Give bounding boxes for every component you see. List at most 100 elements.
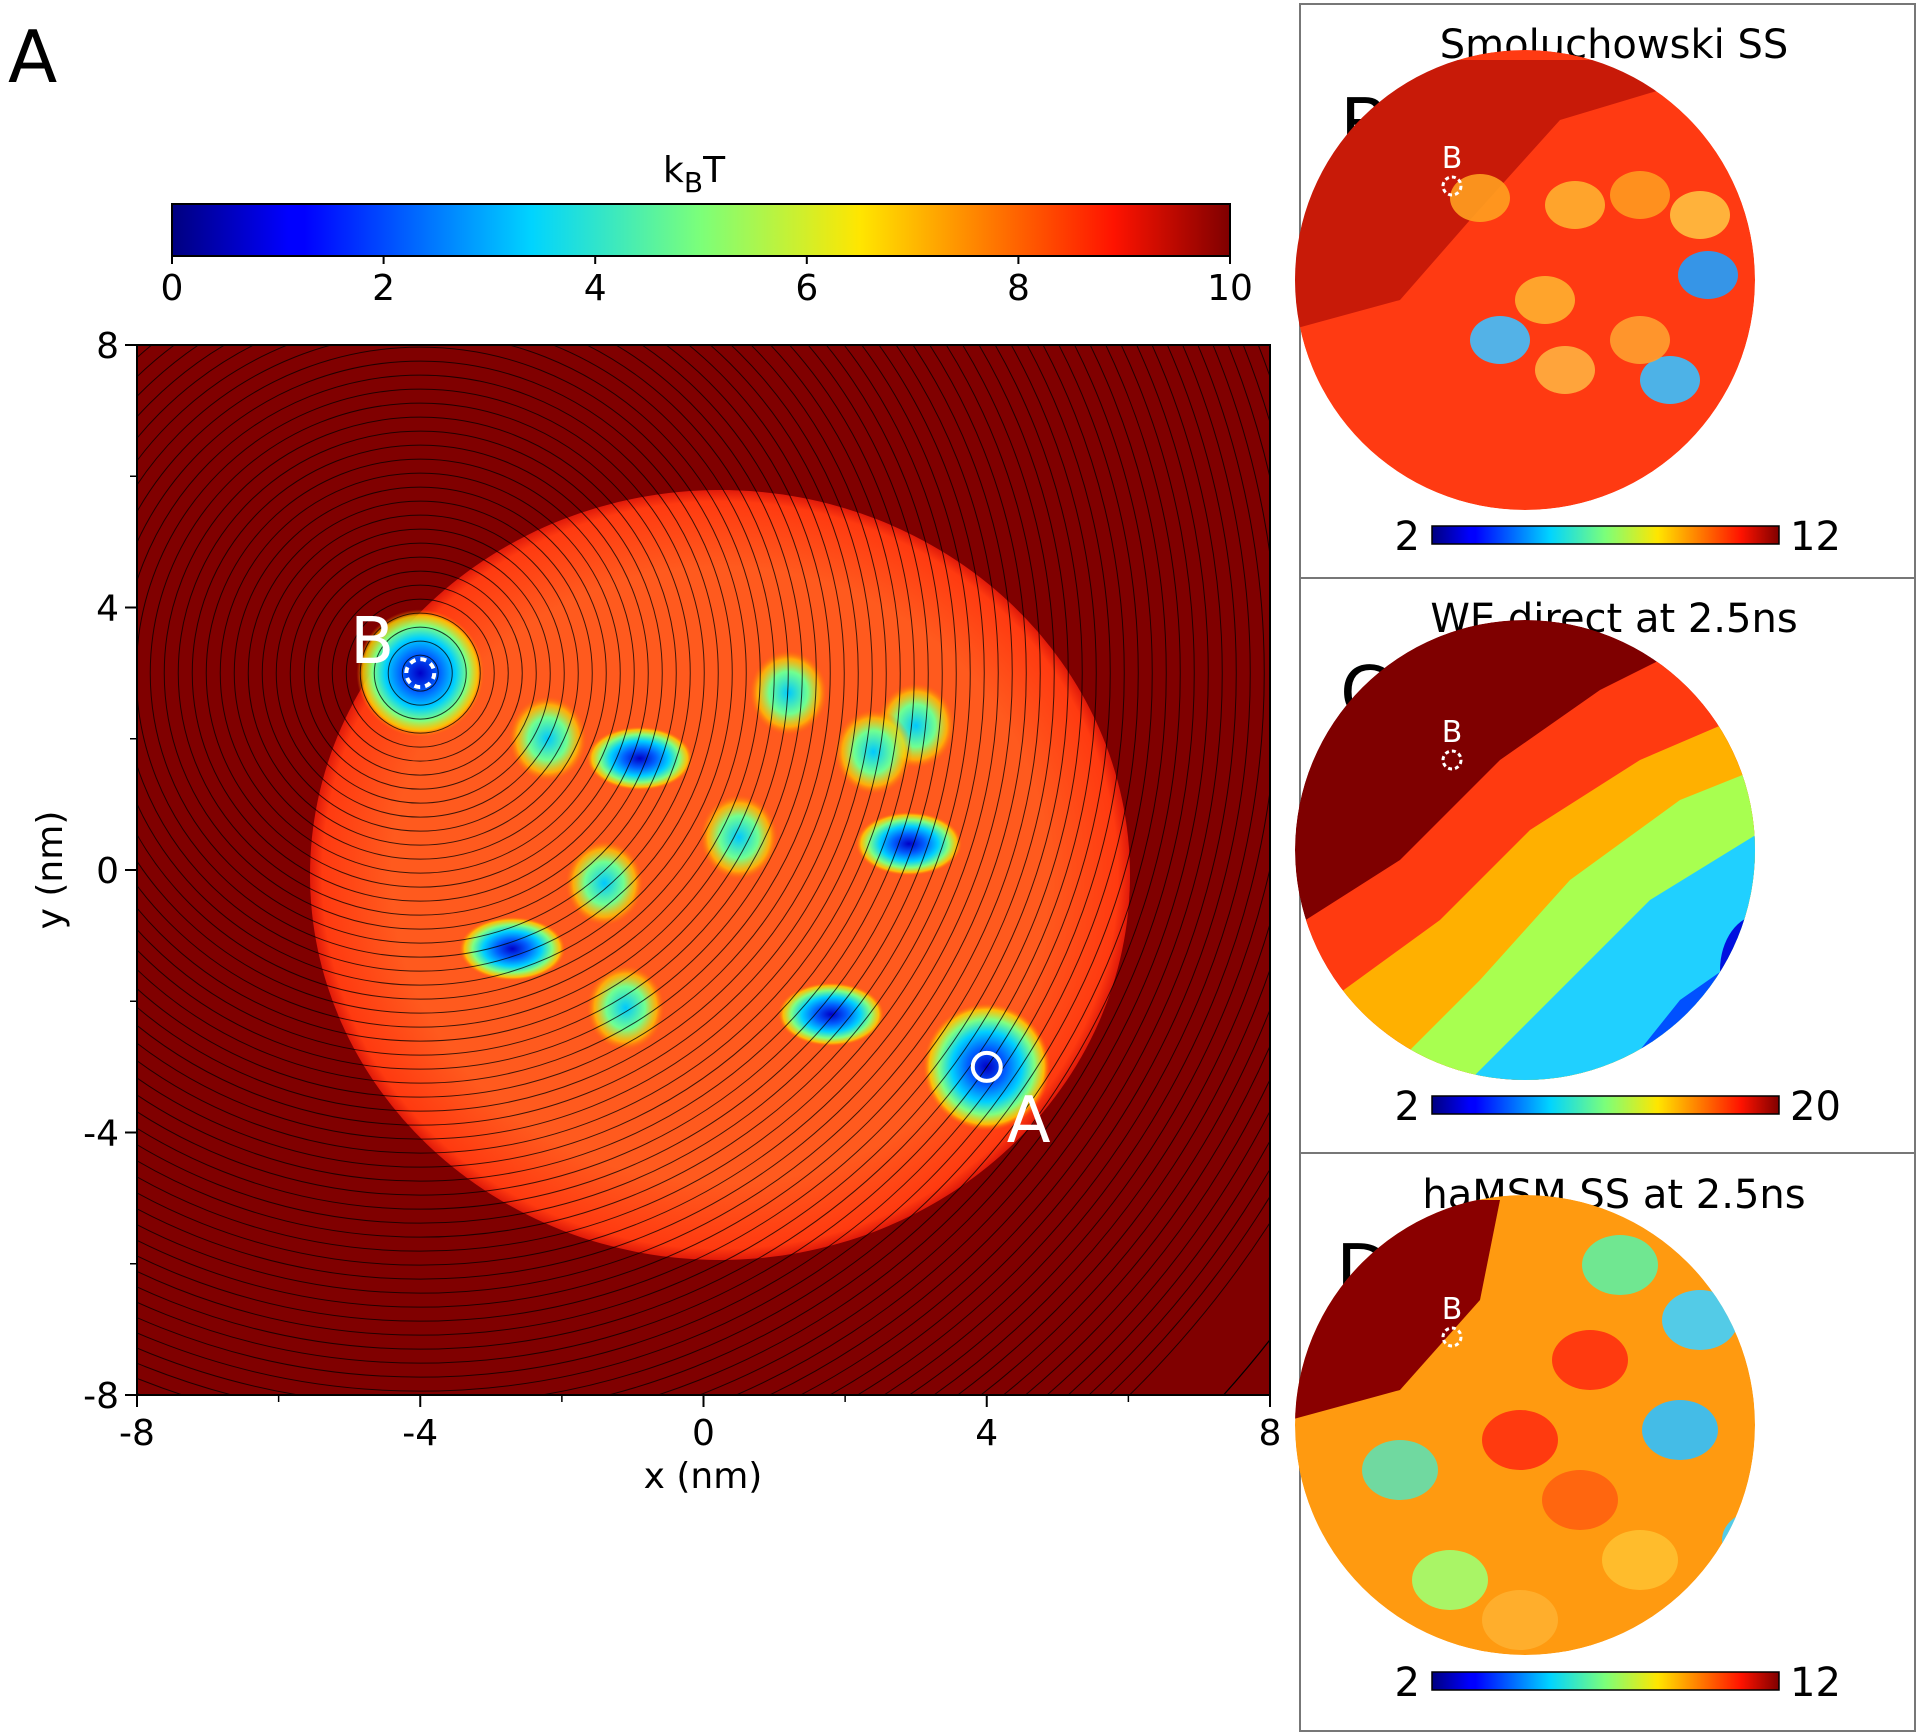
contour-line <box>137 345 817 1070</box>
panel-b-blob <box>1515 276 1575 324</box>
contour-line <box>137 345 985 1238</box>
contour-line <box>401 654 439 692</box>
contour-line <box>303 556 537 790</box>
panel-d-blob <box>1602 1530 1678 1590</box>
potential-well <box>508 696 587 782</box>
panel_b-state-B-label: B <box>1442 141 1463 176</box>
contour-line <box>137 345 1181 1395</box>
panel-d-blob <box>1362 1440 1438 1500</box>
contour-line <box>137 345 1167 1395</box>
contour-line <box>137 345 887 1140</box>
colorbar-ticks: 0 2 4 6 8 10 <box>161 256 1253 309</box>
y-axis-title: y (nm) <box>30 811 71 930</box>
panel-d-cb-min: 2 <box>1395 1660 1420 1706</box>
contour-line <box>247 500 593 846</box>
y-tick-label: 4 <box>96 589 119 630</box>
panel-d-blob <box>1582 1235 1658 1295</box>
x-axis-title: x (nm) <box>644 1456 763 1497</box>
contour-line <box>219 472 621 874</box>
panel-d-cb-max: 12 <box>1790 1660 1841 1706</box>
panel-b-cb-min: 2 <box>1395 514 1420 560</box>
potential-well <box>586 965 665 1051</box>
contour-line <box>137 345 1195 1395</box>
panel-d-blob <box>1542 1470 1618 1530</box>
panel-c-markers: BA <box>1441 715 1773 985</box>
panel_c-state-A-marker <box>1751 963 1773 985</box>
panel_c-state-B-label: B <box>1442 715 1463 750</box>
contour-line <box>137 345 929 1182</box>
panel-b: Smoluchowski SS B BA 2 12 <box>1295 3 1916 579</box>
contour-line <box>137 360 733 986</box>
panel-b-map <box>1295 50 1755 510</box>
panel_d-state-B-marker <box>1441 1326 1463 1348</box>
contour-line <box>137 345 901 1154</box>
contour-line <box>137 345 845 1098</box>
contour-line <box>387 640 453 706</box>
potential-well <box>459 916 566 981</box>
panel-d-blob <box>1552 1330 1628 1390</box>
panel-a-letter: A <box>8 15 57 99</box>
panel-b-blob <box>1450 174 1510 222</box>
colorbar-tick-label: 8 <box>1007 268 1030 309</box>
panel-b-blob <box>1610 171 1670 219</box>
contour-line <box>289 542 551 804</box>
y-tick-label: 8 <box>96 326 119 367</box>
contour-line <box>137 345 957 1210</box>
panel-c-cb-min: 2 <box>1395 1084 1420 1130</box>
x-tick-label: 8 <box>1259 1413 1282 1454</box>
state-A-marker <box>970 1050 1003 1083</box>
contour-line <box>137 345 1139 1392</box>
contour-line <box>137 345 971 1224</box>
contour-line <box>137 345 1055 1308</box>
contour-line <box>137 345 1083 1336</box>
panel-d-colorbar <box>1431 1671 1780 1691</box>
panel_c-state-B-marker <box>1441 749 1463 771</box>
contour-line <box>137 345 915 1168</box>
contour-line <box>345 598 495 748</box>
contour-line <box>317 570 523 776</box>
contour-line <box>137 345 873 1126</box>
contour-line <box>137 374 719 972</box>
panel-c-map <box>1295 620 1755 1080</box>
panel-b-blob <box>1545 181 1605 229</box>
panel_b-state-A-label: A <box>1752 355 1773 390</box>
panel-b-cb-max: 12 <box>1790 514 1841 560</box>
contour-line <box>137 345 999 1252</box>
contour-line <box>331 584 509 762</box>
contour-line <box>137 345 1097 1350</box>
colorbar-label: kBT <box>663 150 726 199</box>
panel-b-blob <box>1610 316 1670 364</box>
contour-line <box>205 458 635 888</box>
panel-a-colorbar: kBT 0 2 4 6 8 10 <box>161 150 1253 309</box>
contour-line <box>828 345 1251 1395</box>
contour-line <box>137 345 859 1112</box>
potential-well <box>699 794 778 880</box>
panel-c-cb-max: 20 <box>1790 1084 1841 1130</box>
contour-line <box>137 345 775 1028</box>
panel_d-state-B-label: B <box>1442 1292 1463 1327</box>
panel-b-blob <box>1670 191 1730 239</box>
potential-well <box>777 982 885 1047</box>
contour-lines <box>137 345 1270 1395</box>
state-B-label: B <box>350 605 394 679</box>
x-tick-label: -8 <box>119 1413 155 1454</box>
panel_d-state-A-marker <box>1751 1542 1773 1564</box>
state-B-marker <box>404 657 437 690</box>
panel-d: haMSM SS at 2.5ns D BA 2 12 <box>1295 1152 1916 1732</box>
contour-line <box>373 626 467 720</box>
x-tick-label: -4 <box>402 1413 438 1454</box>
panel-d-blob <box>1642 1400 1718 1460</box>
panel-d-markers: BA <box>1441 1292 1773 1564</box>
panel-d-map <box>1295 1195 1755 1655</box>
contour-line <box>137 388 705 958</box>
panel_b-state-B-marker <box>1441 175 1463 197</box>
contour-line <box>137 345 1153 1395</box>
panel-d-blob <box>1412 1550 1488 1610</box>
panel_c-state-A-label: A <box>1752 929 1773 964</box>
potential-well <box>855 811 962 876</box>
x-tick-label: 0 <box>692 1413 715 1454</box>
contour-line <box>163 416 677 930</box>
contour-line <box>137 345 803 1056</box>
contour-line <box>137 346 747 1000</box>
